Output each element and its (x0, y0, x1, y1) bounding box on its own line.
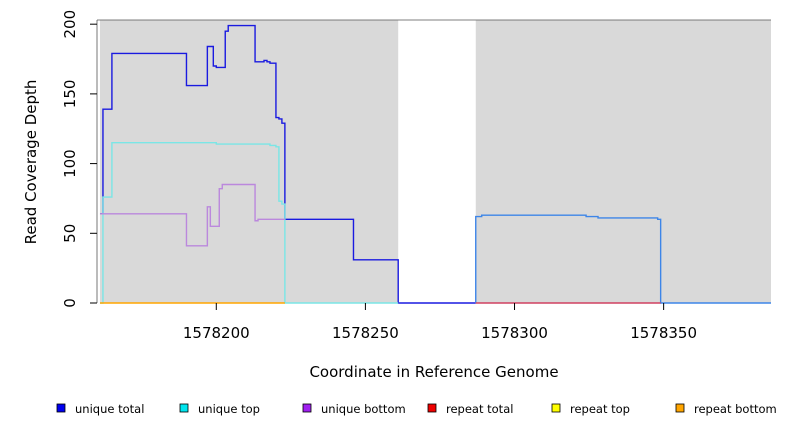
x-tick-label: 1578350 (630, 324, 697, 342)
x-axis: 1578200 1578250 1578300 1578350 (183, 303, 697, 342)
legend-swatch-unique-top (179, 403, 189, 413)
x-tick-label: 1578250 (332, 324, 399, 342)
x-axis-title: Coordinate in Reference Genome (309, 363, 558, 381)
plot-background (99, 20, 771, 303)
series-line-unique-top (99, 141, 399, 304)
legend-swatch-repeat-top (551, 403, 561, 413)
legend-swatch-repeat-total (427, 403, 437, 413)
y-tick-label: 0 (61, 298, 79, 308)
x-tick-label: 1578300 (481, 324, 548, 342)
plot-frame (96, 19, 771, 303)
y-tick-label: 200 (61, 10, 79, 39)
y-tick-label: 50 (61, 224, 79, 243)
y-axis-title: Read Coverage Depth (22, 80, 40, 245)
legend-label-repeat-bottom: repeat bottom (694, 402, 777, 416)
y-axis: 0 50 100 150 200 (61, 10, 97, 308)
shaded-region-2 (475, 20, 771, 303)
legend-label-repeat-total: repeat total (446, 402, 513, 416)
legend-label-unique-top: unique top (198, 402, 260, 416)
legend-label-unique-total: unique total (75, 402, 144, 416)
legend-label-unique-bottom: unique bottom (321, 402, 406, 416)
y-tick-label: 100 (61, 149, 79, 178)
series-line-unique-total (99, 24, 476, 304)
series-line-right-region-total (475, 214, 771, 304)
y-tick-label: 150 (61, 80, 79, 109)
legend: unique total unique top unique bottom repea… (56, 402, 777, 416)
shaded-region-1 (99, 20, 399, 303)
plot-series (99, 24, 771, 304)
legend-swatch-unique-total (56, 403, 66, 413)
legend-swatch-repeat-bottom (675, 403, 685, 413)
x-tick-label: 1578200 (183, 324, 250, 342)
series-line-unique-bottom (99, 183, 285, 247)
legend-swatch-unique-bottom (302, 403, 312, 413)
legend-label-repeat-top: repeat top (570, 402, 630, 416)
